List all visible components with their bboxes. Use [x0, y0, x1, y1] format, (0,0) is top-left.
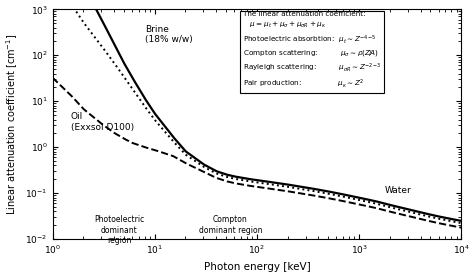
Text: Water: Water — [385, 186, 412, 195]
Text: The linear attenuation coefficient:
   $\mu= \mu_t +\mu_\sigma+ \mu_{\sigma R}+\: The linear attenuation coefficient: $\mu… — [243, 10, 381, 90]
X-axis label: Photon energy [keV]: Photon energy [keV] — [203, 262, 310, 272]
Text: Oil
(Exxsol D100): Oil (Exxsol D100) — [71, 112, 134, 132]
Text: Brine
(18% w/w): Brine (18% w/w) — [145, 25, 192, 44]
Text: Photoelectric
dominant
region: Photoelectric dominant region — [94, 215, 145, 245]
Y-axis label: Linear attenuation coefficient [cm$^{-1}$]: Linear attenuation coefficient [cm$^{-1}… — [4, 33, 20, 215]
Text: Compton
dominant region: Compton dominant region — [199, 215, 262, 235]
